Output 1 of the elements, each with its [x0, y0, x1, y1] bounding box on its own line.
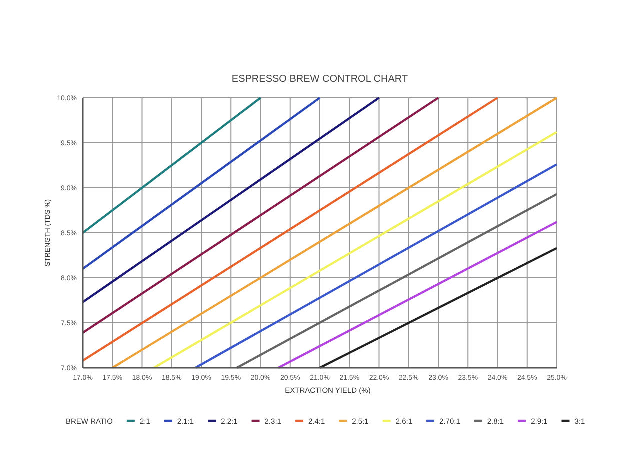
chart-title: ESPRESSO BREW CONTROL CHART [232, 74, 408, 85]
